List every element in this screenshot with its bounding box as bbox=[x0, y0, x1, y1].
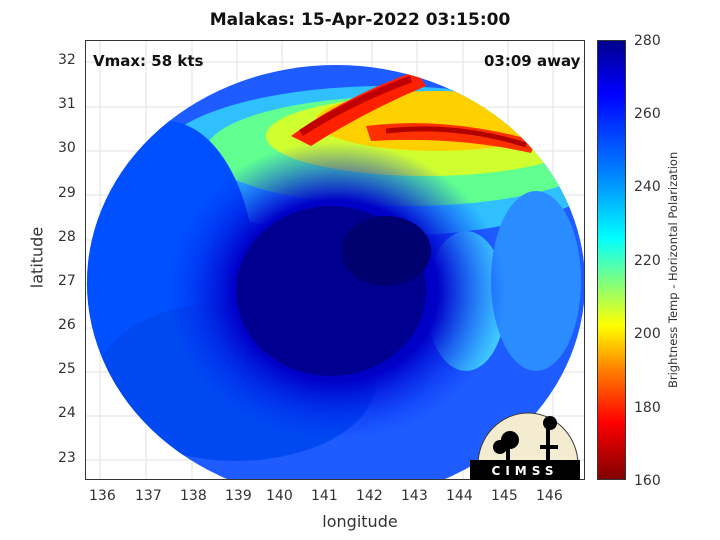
y-tick: 29 bbox=[58, 185, 76, 201]
logo-text: CIMSS bbox=[492, 464, 559, 478]
x-tick: 136 bbox=[89, 488, 116, 504]
x-tick: 141 bbox=[311, 488, 338, 504]
y-tick: 23 bbox=[58, 450, 76, 466]
colorbar-tick: 260 bbox=[634, 106, 661, 122]
y-tick: 25 bbox=[58, 361, 76, 377]
x-tick: 139 bbox=[225, 488, 252, 504]
colorbar-tick: 280 bbox=[634, 33, 661, 49]
y-tick: 27 bbox=[58, 273, 76, 289]
x-tick: 138 bbox=[180, 488, 207, 504]
microwave-image bbox=[86, 41, 584, 479]
colorbar-tick: 240 bbox=[634, 179, 661, 195]
colorbar bbox=[597, 40, 626, 480]
time-away-label: 03:09 away bbox=[484, 52, 581, 70]
colorbar-label: Brightness Temp - Horizontal Polarizatio… bbox=[666, 151, 680, 388]
y-tick: 31 bbox=[58, 96, 76, 112]
colorbar-tick: 200 bbox=[634, 326, 661, 342]
colorbar-tick: 160 bbox=[634, 473, 661, 489]
y-tick: 30 bbox=[58, 140, 76, 156]
colorbar-tick: 180 bbox=[634, 400, 661, 416]
y-axis-label: latitude bbox=[27, 226, 47, 289]
map-panel bbox=[85, 40, 585, 480]
colorbar-tick: 220 bbox=[634, 253, 661, 269]
plot-title: Malakas: 15-Apr-2022 03:15:00 bbox=[209, 10, 511, 30]
x-tick: 144 bbox=[446, 488, 473, 504]
cimss-logo: CIMSS bbox=[470, 412, 580, 480]
y-tick: 26 bbox=[58, 317, 76, 333]
y-tick: 24 bbox=[58, 405, 76, 421]
y-tick: 28 bbox=[58, 229, 76, 245]
vmax-label: Vmax: 58 kts bbox=[93, 52, 204, 70]
x-tick: 140 bbox=[266, 488, 293, 504]
x-axis-label: longitude bbox=[322, 512, 398, 531]
x-tick: 145 bbox=[491, 488, 518, 504]
x-tick: 143 bbox=[401, 488, 428, 504]
x-tick: 137 bbox=[135, 488, 162, 504]
x-tick: 142 bbox=[356, 488, 383, 504]
y-tick: 32 bbox=[58, 52, 76, 68]
x-tick: 146 bbox=[536, 488, 563, 504]
